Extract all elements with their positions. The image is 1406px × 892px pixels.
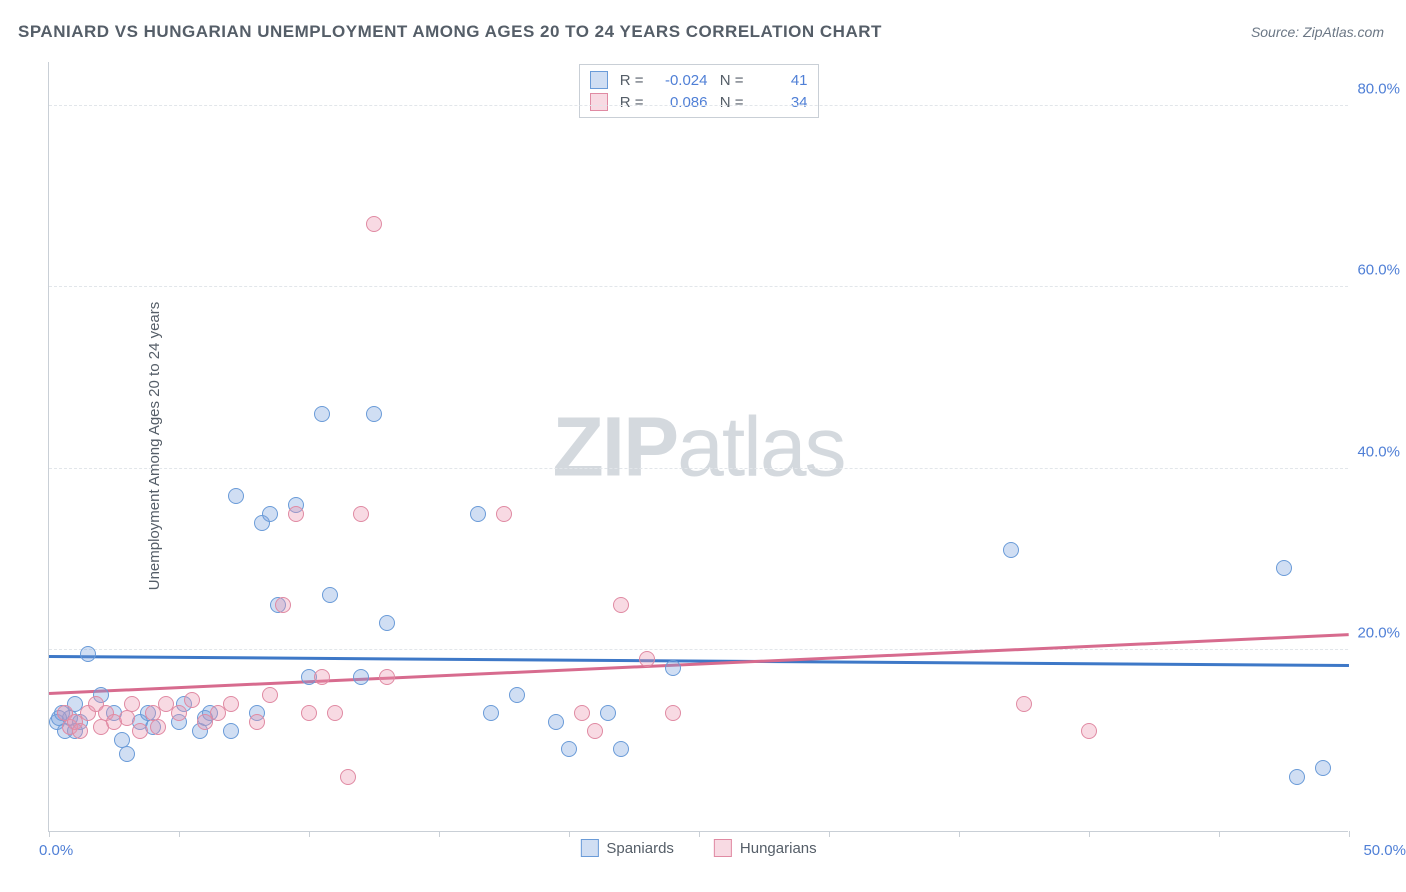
stats-legend: R = -0.024 N = 41 R = 0.086 N = 34	[579, 64, 819, 118]
legend-swatch	[714, 839, 732, 857]
legend-swatch	[590, 93, 608, 111]
stats-row: R = -0.024 N = 41	[590, 69, 808, 91]
legend-swatch	[580, 839, 598, 857]
r-value: 0.086	[652, 94, 708, 111]
legend-label: Spaniards	[606, 840, 674, 857]
data-point	[150, 719, 166, 735]
x-tick	[1349, 831, 1350, 837]
n-label: N =	[716, 94, 744, 111]
data-point	[340, 769, 356, 785]
data-point	[353, 669, 369, 685]
data-point	[613, 741, 629, 757]
data-point	[379, 669, 395, 685]
data-point	[548, 714, 564, 730]
source-label: Source: ZipAtlas.com	[1251, 24, 1384, 40]
legend-item: Hungarians	[714, 839, 817, 857]
y-tick-label: 40.0%	[1357, 443, 1400, 460]
x-tick	[439, 831, 440, 837]
n-value: 34	[752, 94, 808, 111]
y-tick-label: 20.0%	[1357, 624, 1400, 641]
data-point	[613, 597, 629, 613]
data-point	[124, 696, 140, 712]
data-point	[496, 506, 512, 522]
data-point	[1081, 723, 1097, 739]
data-point	[314, 406, 330, 422]
data-point	[379, 615, 395, 631]
data-point	[223, 723, 239, 739]
gridline	[49, 105, 1348, 106]
data-point	[184, 692, 200, 708]
data-point	[639, 651, 655, 667]
data-point	[600, 705, 616, 721]
n-label: N =	[716, 72, 744, 89]
legend-item: Spaniards	[580, 839, 674, 857]
data-point	[72, 723, 88, 739]
data-point	[275, 597, 291, 613]
data-point	[483, 705, 499, 721]
r-label: R =	[616, 94, 644, 111]
data-point	[171, 705, 187, 721]
data-point	[314, 669, 330, 685]
data-point	[301, 705, 317, 721]
data-point	[80, 646, 96, 662]
legend-label: Hungarians	[740, 840, 817, 857]
data-point	[366, 406, 382, 422]
y-tick-label: 80.0%	[1357, 81, 1400, 98]
data-point	[574, 705, 590, 721]
data-point	[1315, 760, 1331, 776]
data-point	[249, 714, 265, 730]
r-value: -0.024	[652, 72, 708, 89]
y-tick-label: 60.0%	[1357, 262, 1400, 279]
x-tick	[569, 831, 570, 837]
scatter-plot: ZIPatlas 0.0% 50.0% R =-0.024N =41R =0.0…	[48, 62, 1348, 832]
data-point	[119, 746, 135, 762]
data-point	[366, 216, 382, 232]
x-tick	[699, 831, 700, 837]
data-point	[1276, 560, 1292, 576]
series-legend: Spaniards Hungarians	[580, 839, 816, 857]
x-tick	[309, 831, 310, 837]
data-point	[262, 506, 278, 522]
data-point	[470, 506, 486, 522]
data-point	[587, 723, 603, 739]
n-value: 41	[752, 72, 808, 89]
x-tick	[1089, 831, 1090, 837]
data-point	[1016, 696, 1032, 712]
data-point	[665, 705, 681, 721]
data-point	[1289, 769, 1305, 785]
data-point	[322, 587, 338, 603]
x-tick	[1219, 831, 1220, 837]
data-point	[228, 488, 244, 504]
chart-title: SPANIARD VS HUNGARIAN UNEMPLOYMENT AMONG…	[18, 22, 882, 42]
data-point	[353, 506, 369, 522]
legend-swatch	[590, 71, 608, 89]
gridline	[49, 649, 1348, 650]
x-axis-min-label: 0.0%	[39, 842, 73, 859]
data-point	[262, 687, 278, 703]
x-axis-max-label: 50.0%	[1363, 842, 1406, 859]
watermark: ZIPatlas	[552, 398, 844, 495]
data-point	[665, 660, 681, 676]
data-point	[327, 705, 343, 721]
gridline	[49, 468, 1348, 469]
x-tick	[829, 831, 830, 837]
data-point	[288, 506, 304, 522]
trend-line	[49, 655, 1349, 667]
x-tick	[49, 831, 50, 837]
x-tick	[179, 831, 180, 837]
r-label: R =	[616, 72, 644, 89]
stats-row: R = 0.086 N = 34	[590, 91, 808, 113]
data-point	[132, 723, 148, 739]
data-point	[223, 696, 239, 712]
gridline	[49, 286, 1348, 287]
x-tick	[959, 831, 960, 837]
data-point	[561, 741, 577, 757]
data-point	[1003, 542, 1019, 558]
data-point	[509, 687, 525, 703]
